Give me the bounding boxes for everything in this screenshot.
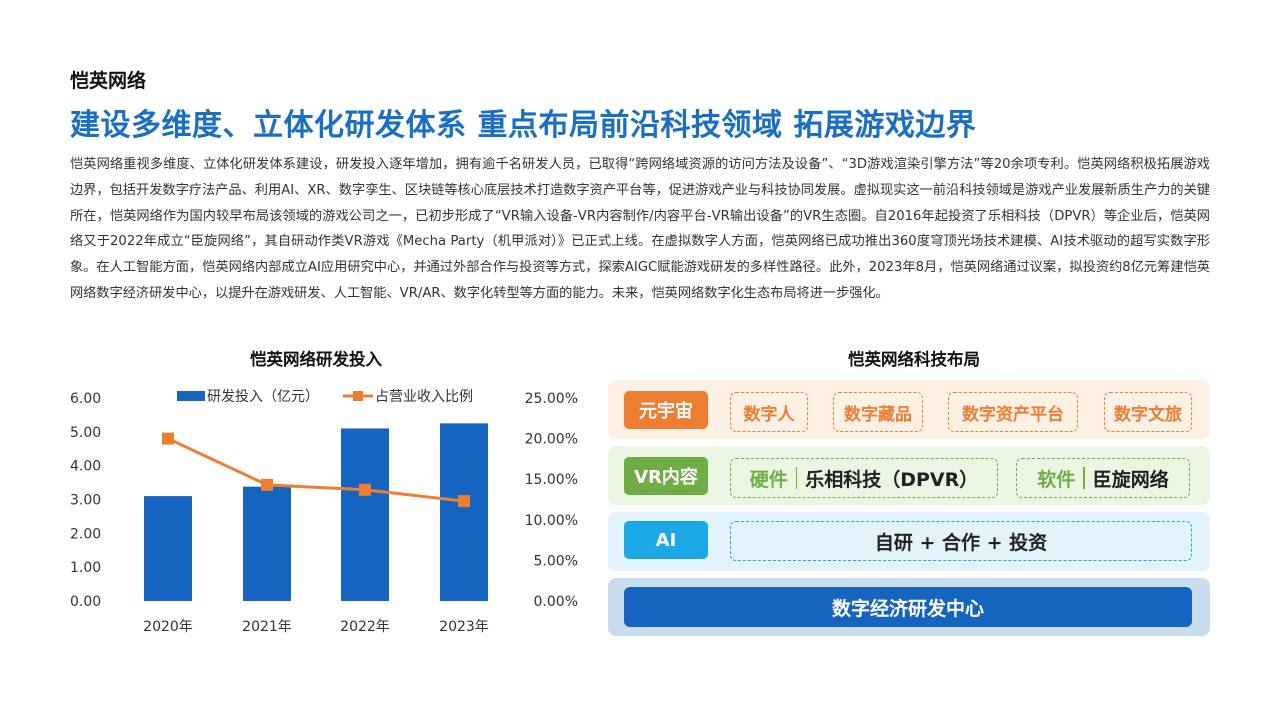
y-right-tick: 15.00% [525,472,578,488]
metaverse-item-digital-human: 数字人 [730,392,808,432]
digital-economy-rd-center: 数字经济研发中心 [624,587,1192,627]
vr-content-row: VR内容 硬件 乐相科技（DPVR） 软件 臣旋网络 [608,446,1210,505]
legend-line-marker [353,391,363,401]
body-paragraph: 恺英网络重视多维度、立体化研发体系建设，研发投入逐年增加，拥有逾千名研发人员，已… [70,157,1210,301]
legend-line-label: 占营业收入比例 [375,389,473,405]
vr-software-box: 软件 臣旋网络 [1016,458,1190,498]
ratio-line [167,437,465,503]
ratio-point [458,495,470,508]
vr-content-label: VR内容 [624,457,708,495]
vr-hardware-box: 硬件 乐相科技（DPVR） [730,458,998,498]
x-tick-label: 2023年 [439,619,489,635]
tech-layout-title: 恺英网络科技布局 [848,350,980,369]
y-left-tick: 0.00 [70,594,101,610]
metaverse-item-digital-collectibles: 数字藏品 [833,392,923,432]
ratio-point [261,478,273,491]
ratio-point [162,432,174,445]
y-left-tick: 6.00 [70,391,101,407]
bar [243,486,291,601]
hardware-label: 硬件 [749,468,788,491]
ai-strategy-box: 自研 + 合作 + 投资 [730,521,1192,561]
y-right-tick: 10.00% [525,513,578,529]
y-right-tick: 20.00% [525,432,578,448]
bar [144,496,192,601]
tech-layout-diagram: 元宇宙 数字人 数字藏品 数字资产平台 数字文旅 VR内容 硬件 乐相科技（DP… [608,380,1210,640]
y-right-tick: 25.00% [525,391,578,407]
ai-label: AI [624,521,708,559]
legend-bar-label: 研发投入（亿元） [207,389,319,405]
software-label: 软件 [1037,468,1076,491]
hardware-company: 乐相科技（DPVR） [805,468,979,491]
legend-bar-swatch [177,391,205,401]
rd-investment-chart: 6.00 5.00 4.00 3.00 2.00 1.00 0.00 25.00% 20.00%… [70,389,578,635]
y-left-tick: 1.00 [70,560,101,576]
y-left-tick: 4.00 [70,459,101,475]
y-right-tick: 5.00% [534,553,578,569]
software-company: 臣旋网络 [1092,468,1169,491]
x-tick-label: 2021年 [242,619,292,635]
company-name: 恺英网络 [70,70,147,92]
page-headline: 建设多维度、立体化研发体系 重点布局前沿科技领域 拓展游戏边界 [70,108,977,143]
bar [440,423,488,601]
x-tick-label: 2022年 [340,619,390,635]
ai-row: AI 自研 + 合作 + 投资 [608,512,1210,571]
rd-chart-title: 恺英网络研发投入 [250,350,382,369]
divider [795,467,798,489]
y-left-tick: 2.00 [70,526,101,542]
metaverse-row: 元宇宙 数字人 数字藏品 数字资产平台 数字文旅 [608,380,1210,439]
metaverse-label: 元宇宙 [624,391,708,429]
rd-center-row: 数字经济研发中心 [608,578,1210,636]
ratio-point [359,483,371,496]
bar [341,428,389,601]
divider [1083,467,1085,489]
metaverse-item-digital-culture-tourism: 数字文旅 [1104,392,1192,432]
y-right-tick: 0.00% [534,594,578,610]
x-tick-label: 2020年 [143,619,193,635]
metaverse-item-digital-asset-platform: 数字资产平台 [948,392,1078,432]
y-left-tick: 5.00 [70,425,101,441]
y-left-tick: 3.00 [70,493,101,509]
